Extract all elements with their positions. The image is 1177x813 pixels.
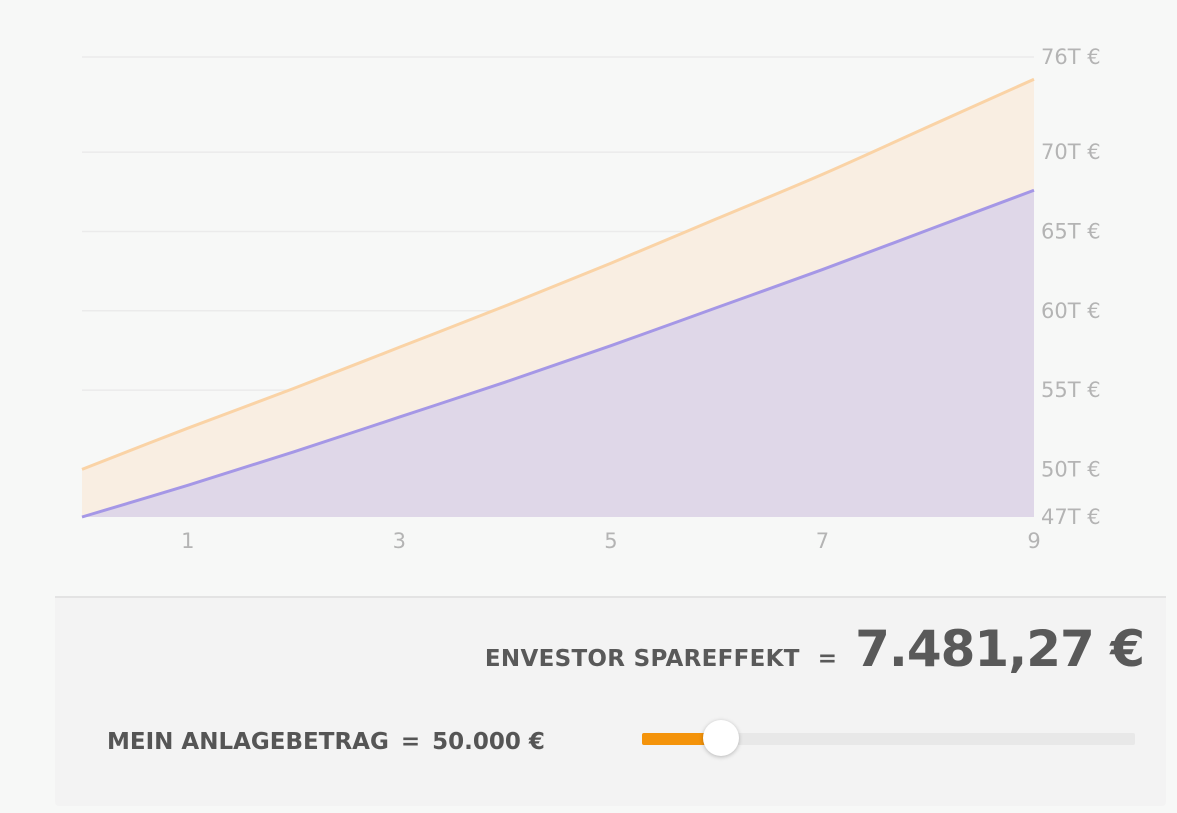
x-tick-label: 3 (393, 529, 406, 553)
series-line-1 (81, 77, 1035, 471)
investment-amount-equals: = (400, 729, 421, 755)
slider-thumb[interactable] (702, 720, 739, 756)
savings-effect-label: ENVESTOR SPAREFFEKT (484, 646, 800, 672)
savings-effect-equals: = (817, 646, 838, 672)
investment-amount-row: MEIN ANLAGEBETRAG = 50.000 € (107, 729, 545, 755)
investment-amount-value: 50.000 € (432, 729, 545, 755)
investment-amount-label: MEIN ANLAGEBETRAG (107, 729, 389, 755)
y-axis-ticks: 76T € 70T € 65T € 60T € 55T € 50T € 47T € (1041, 45, 1101, 529)
savings-effect-value: 7.481,27 € (855, 620, 1145, 678)
series-line-2 (81, 188, 1035, 519)
y-tick-label: 65T € (1041, 219, 1101, 243)
savings-effect-row: ENVESTOR SPAREFFEKT = 7.481,27 € (484, 620, 1145, 678)
x-tick-label: 7 (816, 529, 829, 553)
savings-chart: 76T € 70T € 65T € 60T € 55T € 50T € 47T € 1 3 5 7… (81, 45, 1101, 553)
y-tick-label: 50T € (1041, 457, 1101, 481)
y-tick-label: 47T € (1041, 505, 1101, 529)
series-area-2 (82, 190, 1034, 517)
x-axis-ticks: 1 3 5 7 9 (181, 529, 1041, 553)
y-tick-label: 60T € (1041, 299, 1101, 323)
slider-fill (642, 733, 721, 745)
x-tick-label: 5 (604, 529, 617, 553)
investment-amount-slider[interactable] (642, 720, 1135, 756)
x-tick-label: 9 (1027, 529, 1040, 553)
summary-panel: ENVESTOR SPAREFFEKT = 7.481,27 € MEIN AN… (55, 596, 1166, 806)
y-tick-label: 70T € (1041, 140, 1101, 164)
chart-areas (81, 77, 1035, 519)
y-tick-label: 55T € (1041, 378, 1101, 402)
y-tick-label: 76T € (1041, 45, 1101, 69)
x-tick-label: 1 (181, 529, 194, 553)
